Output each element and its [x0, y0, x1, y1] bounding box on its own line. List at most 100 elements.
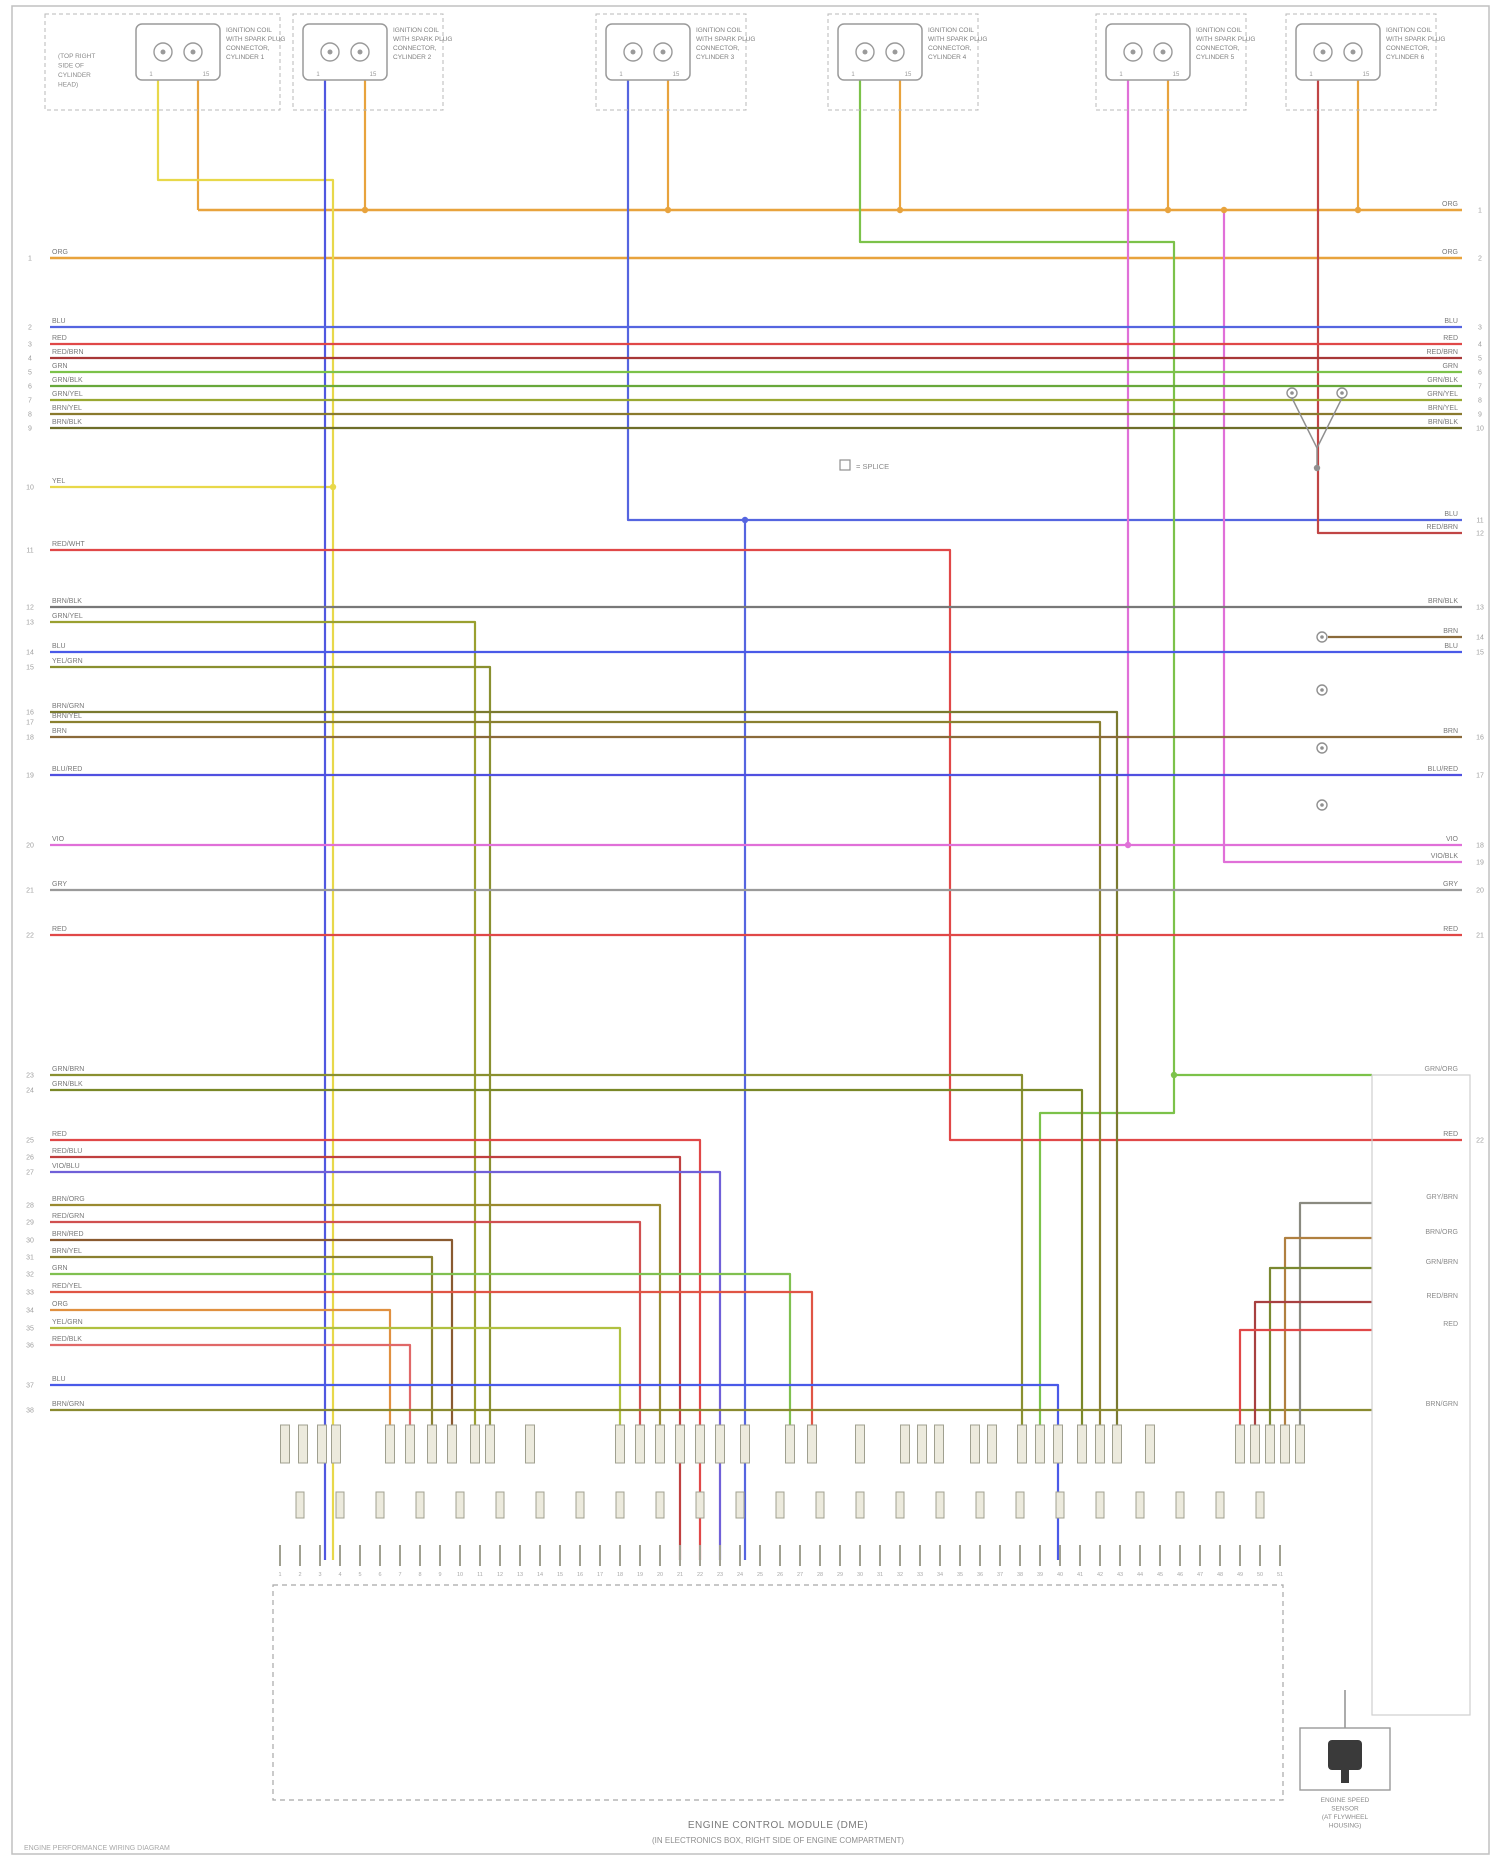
- coil-winding-core: [1350, 49, 1356, 55]
- connector-pin: [485, 1424, 495, 1464]
- connector-pin: [695, 1424, 705, 1464]
- junction-dot: [1313, 464, 1321, 472]
- ecm-pin-number: 22: [697, 1572, 703, 1578]
- ecm-pin-number: 15: [557, 1572, 563, 1578]
- left-wire-code: GRN/YEL: [52, 613, 83, 620]
- coil-pin-number: 15: [673, 72, 680, 78]
- coil-title: CONNECTOR,: [226, 45, 270, 52]
- right-wire-code: GRN/BLK: [1427, 377, 1458, 384]
- right-pin-number: 10: [1476, 426, 1484, 433]
- connector-pin: [807, 1424, 817, 1464]
- ecm-pin-number: 36: [977, 1572, 983, 1578]
- left-pin-number: 10: [26, 485, 34, 492]
- inline-connector-pin-icon: [1340, 391, 1344, 395]
- right-pin-number: 18: [1476, 843, 1484, 850]
- right-wire-code: BLU: [1444, 511, 1458, 518]
- connector-pin: [935, 1491, 945, 1519]
- left-pin-number: 9: [28, 426, 32, 433]
- connector-pin: [775, 1491, 785, 1519]
- junction-dot: [896, 206, 904, 214]
- coil-title: WITH SPARK PLUG: [928, 36, 987, 43]
- right-wire-code: BLU/RED: [1428, 766, 1458, 773]
- left-wire-code: GRY: [52, 881, 67, 888]
- coil-body: [135, 23, 221, 81]
- left-pin-number: 3: [28, 342, 32, 349]
- left-pin-number: 15: [26, 665, 34, 672]
- ecm-pin-number: 44: [1137, 1572, 1143, 1578]
- coil-winding-core: [160, 49, 166, 55]
- right-pin-number: 5: [1478, 356, 1482, 363]
- connector-pin: [1255, 1491, 1265, 1519]
- ecm-pin-number: 39: [1037, 1572, 1043, 1578]
- left-wire-code: GRN/BRN: [52, 1066, 84, 1073]
- wire: [50, 1308, 392, 1445]
- wire: [1316, 397, 1343, 449]
- splice-legend-text: = SPLICE: [856, 462, 889, 471]
- left-wire-code: BRN/BLK: [52, 598, 82, 605]
- connector-pin: [331, 1424, 341, 1464]
- coil-pin-number: 1: [316, 72, 320, 78]
- coil-winding-icon: [1313, 42, 1333, 62]
- connector-pin: [1035, 1424, 1045, 1464]
- right-wire-code: GRN: [1442, 363, 1458, 370]
- coil-winding-icon: [1343, 42, 1363, 62]
- right-pin-number: 11: [1476, 518, 1483, 525]
- wire: [50, 620, 477, 1445]
- footer-note: ENGINE PERFORMANCE WIRING DIAGRAM: [24, 1845, 170, 1852]
- ecm-pin-number: 40: [1057, 1572, 1063, 1578]
- ecm-pin-number: 28: [817, 1572, 823, 1578]
- right-pin-number: 17: [1476, 773, 1484, 780]
- left-pin-number: 14: [26, 650, 34, 657]
- ecm-pin-number: 37: [997, 1572, 1003, 1578]
- left-wire-code: GRN/BLK: [52, 377, 83, 384]
- connector-pin: [1250, 1424, 1260, 1464]
- ecm-pin-number: 33: [917, 1572, 923, 1578]
- left-wire-code: GRN: [52, 1265, 68, 1272]
- ignition-coil-5: 1 15 IGNITION COIL WITH SPARK PLUG CONNECTOR…: [1095, 13, 1255, 111]
- connector-pin: [470, 1424, 480, 1464]
- left-wire-code: BLU: [52, 1376, 66, 1383]
- coil-title: WITH SPARK PLUG: [1196, 36, 1255, 43]
- coil-pin-number: 15: [1173, 72, 1180, 78]
- left-pin-number: 4: [28, 356, 32, 363]
- coil-pin-number: 1: [619, 72, 623, 78]
- right-pin-number: 19: [1476, 860, 1484, 867]
- coil-winding-core: [1130, 49, 1136, 55]
- ignition-coil-1: 1 15 IGNITION COIL WITH SPARK PLUG CONNECTOR…: [44, 13, 285, 111]
- right-wire-code: RED/BRN: [1426, 524, 1458, 531]
- connector-pin: [815, 1491, 825, 1519]
- connector-pin: [298, 1424, 308, 1464]
- right-pin-number: 1: [1478, 208, 1482, 215]
- left-pin-number: 18: [26, 735, 34, 742]
- coil-title: IGNITION COIL: [226, 27, 272, 34]
- ecm-location-label: (IN ELECTRONICS BOX, RIGHT SIDE OF ENGIN…: [651, 1836, 905, 1845]
- connector-pin: [1280, 1424, 1290, 1464]
- ecm-pin-number: 14: [537, 1572, 543, 1578]
- coil-winding-core: [1320, 49, 1326, 55]
- left-wire-code: BLU/RED: [52, 766, 82, 773]
- wire: [50, 1383, 1060, 1560]
- left-wire-code: BLU: [52, 318, 66, 325]
- connector-pin: [375, 1491, 385, 1519]
- sensor-label: (AT FLYWHEEL: [1322, 1814, 1369, 1821]
- left-wire-code: BRN/RED: [52, 1231, 84, 1238]
- right-wire-code: RED/BRN: [1426, 349, 1458, 356]
- inline-connector-pin-icon: [1320, 635, 1324, 639]
- connector-pin: [1053, 1424, 1063, 1464]
- coil-winding-core: [327, 49, 333, 55]
- ecm-pin-number: 13: [517, 1572, 523, 1578]
- left-pin-number: 1: [28, 256, 32, 263]
- left-wire-code: BRN: [52, 728, 67, 735]
- coil-title: IGNITION COIL: [1386, 27, 1432, 34]
- inline-connector-pin-icon: [1290, 391, 1294, 395]
- right-wire-code: BRN/BLK: [1428, 419, 1458, 426]
- coil-title: IGNITION COIL: [1196, 27, 1242, 34]
- left-wire-code: RED/BRN: [52, 349, 84, 356]
- connector-pin: [415, 1491, 425, 1519]
- right-pin-number: 16: [1476, 735, 1484, 742]
- left-pin-number: 35: [26, 1326, 34, 1333]
- right-wire-code: RED: [1443, 1131, 1458, 1138]
- junction-dot: [1354, 206, 1362, 214]
- left-wire-code: VIO/BLU: [52, 1163, 80, 1170]
- ecm-pin-number: 4: [338, 1572, 341, 1578]
